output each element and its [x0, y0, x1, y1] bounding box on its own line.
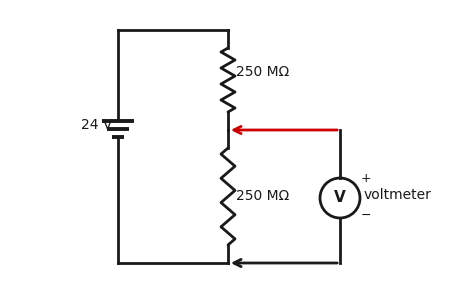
Text: voltmeter: voltmeter	[364, 188, 432, 202]
Text: +: +	[361, 173, 372, 185]
Text: 24 V: 24 V	[81, 118, 112, 132]
Text: −: −	[361, 209, 372, 221]
Text: 250 MΩ: 250 MΩ	[236, 190, 289, 204]
Text: V: V	[334, 190, 346, 206]
Text: 250 MΩ: 250 MΩ	[236, 65, 289, 79]
